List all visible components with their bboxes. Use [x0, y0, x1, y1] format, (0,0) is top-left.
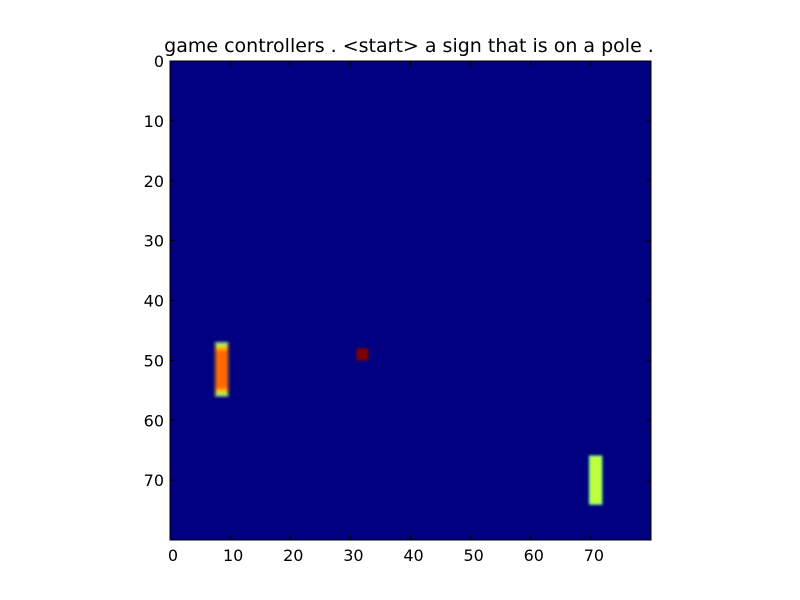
- x-tick-label: 30: [343, 546, 363, 565]
- y-axis: 0 10 20 30 40 50 60 70: [144, 52, 651, 490]
- y-tick-label: 60: [144, 411, 164, 430]
- heatmap-background: [170, 61, 651, 540]
- x-tick-label: 70: [584, 546, 604, 565]
- right-paddle: [588, 455, 603, 505]
- x-axis: 0 10 20 30 40 50 60 70: [168, 61, 604, 565]
- chart-title: game controllers . <start> a sign that i…: [164, 35, 654, 57]
- x-tick-label: 10: [223, 546, 243, 565]
- y-tick-label: 50: [144, 351, 164, 370]
- y-tick-label: 0: [154, 52, 164, 71]
- x-tick-label: 0: [168, 546, 178, 565]
- ball: [356, 348, 369, 361]
- y-tick-label: 20: [144, 172, 164, 191]
- y-tick-label: 40: [144, 292, 164, 311]
- x-tick-label: 40: [403, 546, 423, 565]
- left-paddle: [215, 342, 228, 397]
- x-tick-label: 50: [463, 546, 483, 565]
- y-tick-label: 10: [144, 112, 164, 131]
- y-tick-label: 30: [144, 232, 164, 251]
- plot-area: [169, 60, 652, 541]
- x-tick-label: 20: [283, 546, 303, 565]
- x-tick-label: 60: [524, 546, 544, 565]
- left-paddle-edge: [214, 341, 230, 397]
- y-tick-label: 70: [144, 471, 164, 490]
